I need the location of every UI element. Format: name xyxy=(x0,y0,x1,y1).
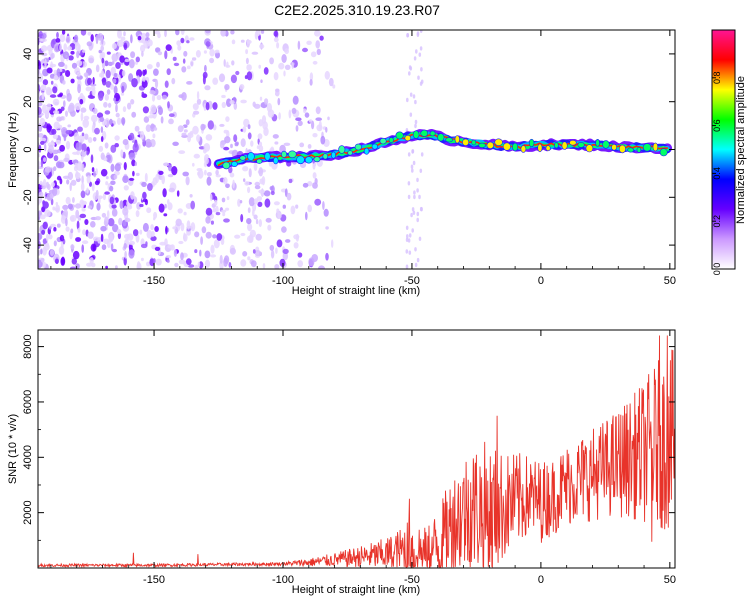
snr-series-line xyxy=(38,335,675,568)
snr-frame xyxy=(37,329,676,569)
colorbar-tick-label: 0.0 xyxy=(712,263,722,276)
snr-y-axis: 2000 4000 6000 8000 xyxy=(22,334,675,569)
colorbar-tick-label: 0.8 xyxy=(712,72,722,85)
snr-x-tick-label: -100 xyxy=(272,574,294,586)
snr-y-tick-label: 6000 xyxy=(22,390,34,414)
spectrogram-x-tick-label: 0 xyxy=(538,275,544,287)
spectrogram-x-tick-label: -100 xyxy=(272,275,294,287)
spectrogram-x-tick-label: 50 xyxy=(664,275,676,287)
colorbar-ticks: 0.0 0.2 0.4 0.6 0.8 xyxy=(712,72,722,276)
spectrogram-x-tick-label: -150 xyxy=(143,275,165,287)
noise-speckle-layer xyxy=(38,30,424,269)
snr-y-tick-label: 2000 xyxy=(22,500,34,524)
figure-title: C2E2.2025.310.19.23.R07 xyxy=(274,2,440,18)
colorbar: 0.0 0.2 0.4 0.6 0.8 Normalized spectral ampl… xyxy=(711,29,747,276)
spectrogram-y-tick-label: -20 xyxy=(22,189,34,205)
spectrogram-x-axis: -150 -100 -50 0 50 xyxy=(50,30,676,287)
snr-y-tick-label: 8000 xyxy=(22,334,34,358)
snr-panel: -150 -100 -50 0 50 2000 4000 6000 8000 Height o… xyxy=(7,329,676,596)
snr-y-axis-label: SNR (10 * v/v) xyxy=(7,414,19,484)
snr-y-tick-label: 4000 xyxy=(22,445,34,469)
colorbar-tick-label: 0.6 xyxy=(712,119,722,132)
spectrogram-y-tick-label: 40 xyxy=(22,48,34,60)
spectrogram-x-tick-label: -50 xyxy=(404,275,420,287)
spectrogram-y-tick-label: 20 xyxy=(22,96,34,108)
snr-x-tick-label: 0 xyxy=(538,574,544,586)
spectrogram-x-axis-label: Height of straight line (km) xyxy=(292,285,420,297)
frequency-ridge xyxy=(213,128,673,170)
colorbar-tick-label: 0.4 xyxy=(712,167,722,180)
colorbar-tick-label: 0.2 xyxy=(712,215,722,228)
snr-x-axis-label: Height of straight line (km) xyxy=(292,584,420,596)
spectrogram-y-tick-label: 0 xyxy=(22,146,34,152)
snr-x-tick-label: 50 xyxy=(664,574,676,586)
spectrogram-y-tick-label: -40 xyxy=(22,237,34,253)
snr-x-tick-label: -50 xyxy=(404,574,420,586)
spectrogram-y-axis-label: Frequency (Hz) xyxy=(7,112,19,188)
snr-x-tick-label: -150 xyxy=(143,574,165,586)
spectrogram-panel: -150 -100 -50 0 50 -40 -20 0 20 40 Height of str… xyxy=(7,29,676,297)
colorbar-label: Normalized spectral amplitude xyxy=(735,76,747,224)
colorbar-gradient xyxy=(711,29,736,270)
snr-x-axis: -150 -100 -50 0 50 xyxy=(50,330,676,586)
spectrogram-y-axis: -40 -20 0 20 40 xyxy=(22,29,675,270)
